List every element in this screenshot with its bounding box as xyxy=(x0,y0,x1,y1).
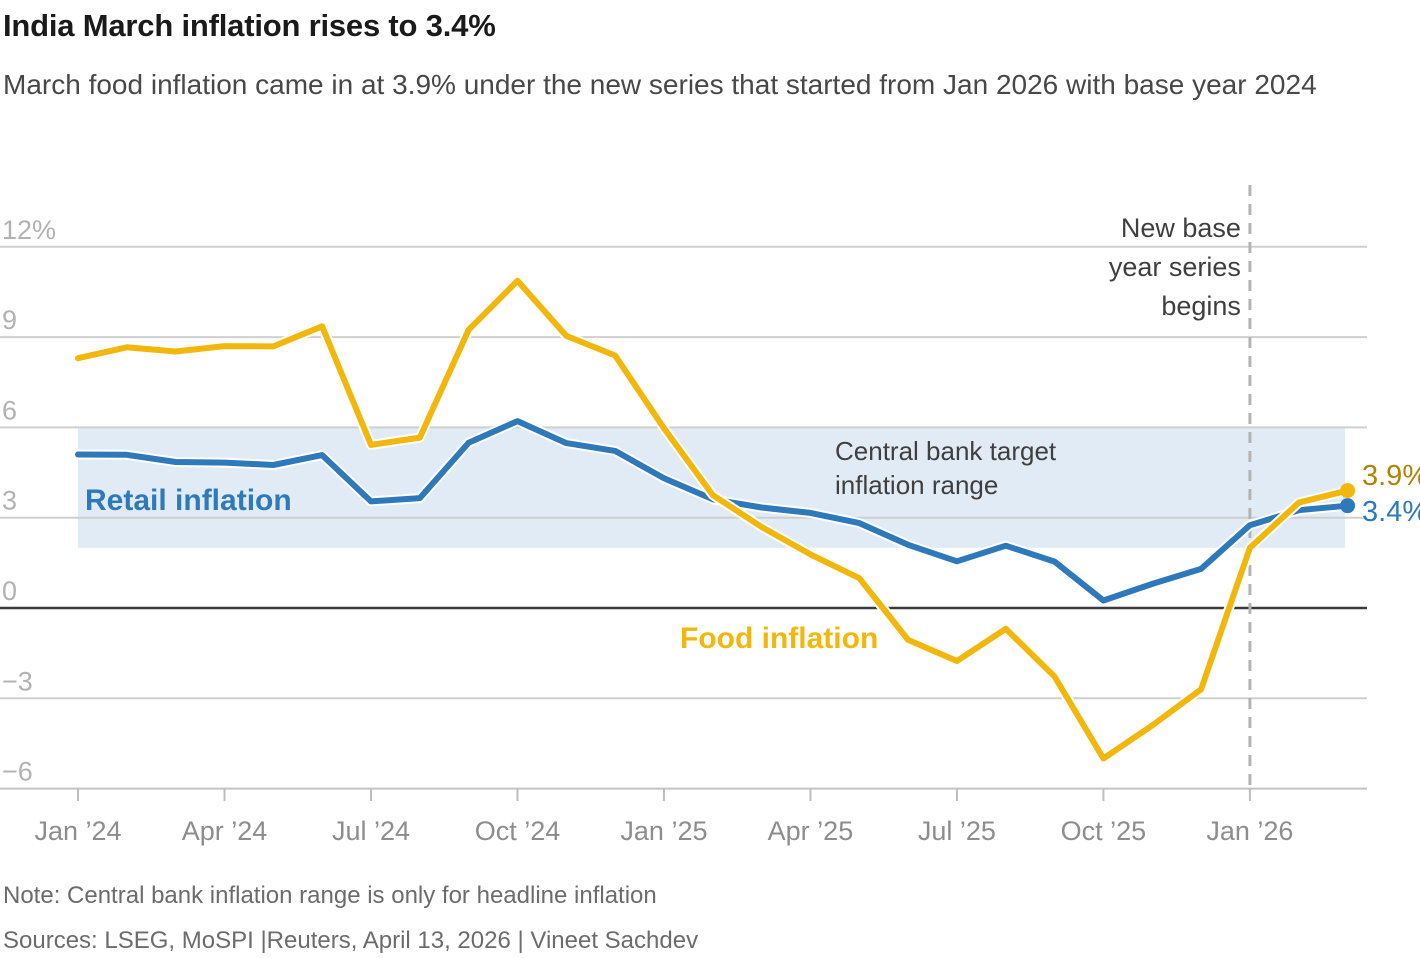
y-axis-label: 6 xyxy=(2,395,17,425)
series-end-value-label: 3.4% xyxy=(1362,496,1420,528)
chart-area: 12% 9 6 3 0 −3 −6 Jan ’24 Apr ’24 Jul ’24 Oct ’24 J… xyxy=(0,180,1420,850)
x-axis-label: Jan ’24 xyxy=(34,816,121,846)
y-axis-label: 0 xyxy=(2,576,17,606)
x-axis-label: Apr ’24 xyxy=(182,816,268,846)
x-axis-label: Oct ’24 xyxy=(475,816,561,846)
x-axis-label: Jan ’25 xyxy=(620,816,707,846)
x-axis-label: Oct ’25 xyxy=(1061,816,1147,846)
y-axis-label: −6 xyxy=(2,757,33,787)
series-line xyxy=(75,277,1351,762)
new-base-year-annotation: year series xyxy=(1109,252,1241,282)
new-base-year-annotation: begins xyxy=(1161,291,1241,321)
chart-sources: Sources: LSEG, MoSPI |Reuters, April 13,… xyxy=(3,927,699,954)
series-end-dot xyxy=(1340,498,1356,514)
y-axis-label: 9 xyxy=(2,305,17,335)
x-axis-label: Apr ’25 xyxy=(768,816,854,846)
y-axis-label: 3 xyxy=(2,486,17,516)
x-axis-label: Jan ’26 xyxy=(1206,816,1293,846)
y-axis-label: 12% xyxy=(2,215,56,245)
target-band-label: inflation range xyxy=(835,470,998,500)
chart-title: India March inflation rises to 3.4% xyxy=(3,8,496,43)
series-label: Food inflation xyxy=(680,622,878,655)
chart-note: Note: Central bank inflation range is on… xyxy=(3,882,657,909)
series-end-value-label: 3.9% xyxy=(1362,460,1420,492)
x-axis-label: Jul ’24 xyxy=(332,816,410,846)
series-label: Retail inflation xyxy=(85,484,292,517)
new-base-year-annotation: New base xyxy=(1121,213,1241,243)
series-end-dot xyxy=(1340,483,1356,499)
chart-subtitle: March food inflation came in at 3.9% und… xyxy=(3,69,1317,100)
y-axis-label: −3 xyxy=(2,666,33,696)
x-axis-label: Jul ’25 xyxy=(918,816,996,846)
target-band-label: Central bank target xyxy=(835,436,1057,466)
